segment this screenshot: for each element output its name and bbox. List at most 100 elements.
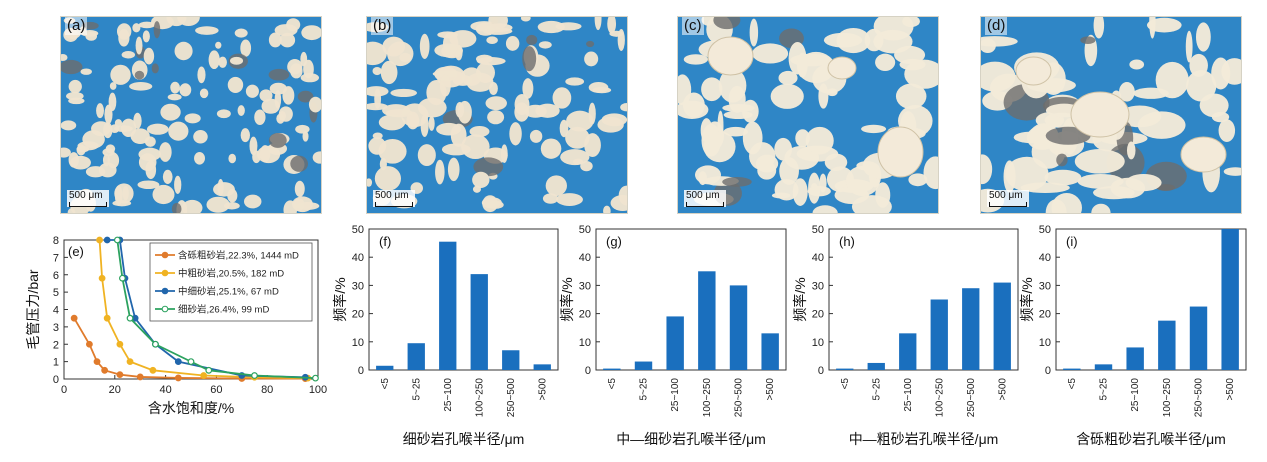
sand-grain: [723, 126, 748, 137]
plot-frame: [1055, 228, 1247, 371]
sand-grain: [1093, 17, 1105, 39]
data-point: [119, 274, 126, 282]
sand-grain: [143, 47, 155, 65]
histogram-h: 0 10 20 30 40 50 <5 5~25 25~100 100~250 250~500 >50…: [792, 224, 1019, 447]
sand-grain: [132, 23, 141, 33]
data-point: [174, 374, 182, 382]
bar: [439, 241, 457, 370]
sand-grain: [795, 129, 810, 148]
sand-grain: [701, 77, 723, 102]
x-tick-label: <5: [607, 378, 618, 390]
sand-grain: [873, 29, 913, 54]
sand-grain: [770, 83, 804, 109]
sand-grain: [1045, 126, 1091, 145]
sand-grain: [76, 145, 90, 153]
sand-grain: [294, 180, 305, 198]
sand-grain: [268, 132, 287, 148]
sand-grain: [434, 66, 458, 82]
sand-grain: [61, 54, 68, 62]
sand-grain: [875, 53, 896, 71]
x-tick-label: 250~500: [1194, 378, 1205, 418]
x-tick-label: 100~250: [1162, 378, 1173, 418]
sand-grain: [184, 113, 201, 124]
sand-grain: [61, 120, 77, 131]
data-point: [85, 340, 93, 348]
bar: [1189, 306, 1208, 370]
bar: [899, 333, 917, 370]
sand-grain: [617, 29, 625, 51]
y-tick-label: 8: [53, 235, 59, 247]
sand-grain: [174, 175, 182, 194]
sand-grain: [1199, 93, 1229, 118]
bar: [993, 282, 1011, 370]
x-tick-label: 25~100: [670, 378, 681, 412]
sand-grain: [488, 17, 508, 30]
sand-grain: [1119, 82, 1135, 102]
y-tick-label: 0: [585, 365, 591, 377]
data-point: [126, 314, 134, 322]
sand-grain: [249, 136, 258, 156]
sand-grain: [488, 82, 498, 95]
x-tick-label: 100~250: [702, 378, 713, 418]
sand-grain: [380, 60, 398, 85]
data-point: [251, 372, 258, 379]
y-tick-label: 4: [53, 305, 59, 317]
sand-grain: [283, 200, 298, 213]
sand-grain: [387, 41, 414, 67]
sand-grain: [981, 38, 996, 53]
sand-grain: [812, 205, 838, 213]
sand-grain: [243, 194, 262, 209]
data-point: [103, 236, 111, 244]
sand-grain: [824, 153, 848, 171]
sand-grain: [295, 124, 310, 134]
sand-grain: [80, 68, 92, 75]
sand-grain: [91, 121, 111, 137]
sand-grain: [268, 68, 290, 81]
bar: [502, 350, 520, 370]
sand-grain: [584, 133, 601, 157]
legend-entry: 含砾粗砂岩,22.3%, 1444 mD: [178, 250, 299, 262]
bar: [1094, 364, 1113, 370]
y-tick-label: 3: [53, 322, 59, 334]
sand-grain: [109, 82, 117, 90]
x-tick-label: 250~500: [506, 378, 517, 418]
data-point: [187, 358, 195, 366]
sand-grain: [96, 103, 104, 119]
sand-grain: [486, 36, 498, 45]
sand-grain: [308, 96, 321, 113]
sand-grain: [823, 32, 863, 48]
plot-frame: [595, 228, 787, 371]
sand-grain: [312, 151, 321, 164]
photo-label: (b): [371, 17, 394, 35]
sand-grain: [287, 58, 303, 75]
y-axis-label: 频率/%: [1019, 277, 1035, 321]
sand-grain: [130, 128, 150, 144]
sand-grain: [372, 66, 382, 76]
sand-grain: [1221, 58, 1241, 85]
sand-grain: [778, 70, 798, 85]
data-point: [96, 236, 103, 244]
y-tick-label: 40: [352, 252, 364, 264]
sand-grain: [586, 40, 595, 48]
bar: [634, 361, 653, 370]
sand-grain: [252, 150, 261, 164]
sand-grain: [68, 152, 79, 168]
y-tick-label: 10: [352, 337, 364, 349]
sand-grain: [545, 175, 567, 197]
series-line: [73, 317, 306, 380]
histogram-f: 0 10 20 30 40 50 <5 5~25 25~100 100~250 250~500 >50…: [332, 224, 559, 447]
sand-grain: [240, 39, 252, 57]
data-point: [205, 366, 213, 374]
sand-grain: [138, 153, 157, 172]
thin-section-photo-a: (a) 500 μm: [60, 16, 322, 214]
sand-grain: [274, 24, 298, 37]
sand-grain: [390, 88, 417, 98]
y-tick-label: 7: [53, 252, 59, 264]
large-grain: [827, 56, 857, 80]
sand-grain: [522, 78, 534, 99]
scale-text: 500 μm: [989, 190, 1023, 201]
sand-grain: [374, 166, 402, 191]
sand-grain: [703, 131, 736, 163]
x-tick-label: 25~100: [1130, 378, 1141, 412]
sand-grain: [520, 17, 531, 22]
